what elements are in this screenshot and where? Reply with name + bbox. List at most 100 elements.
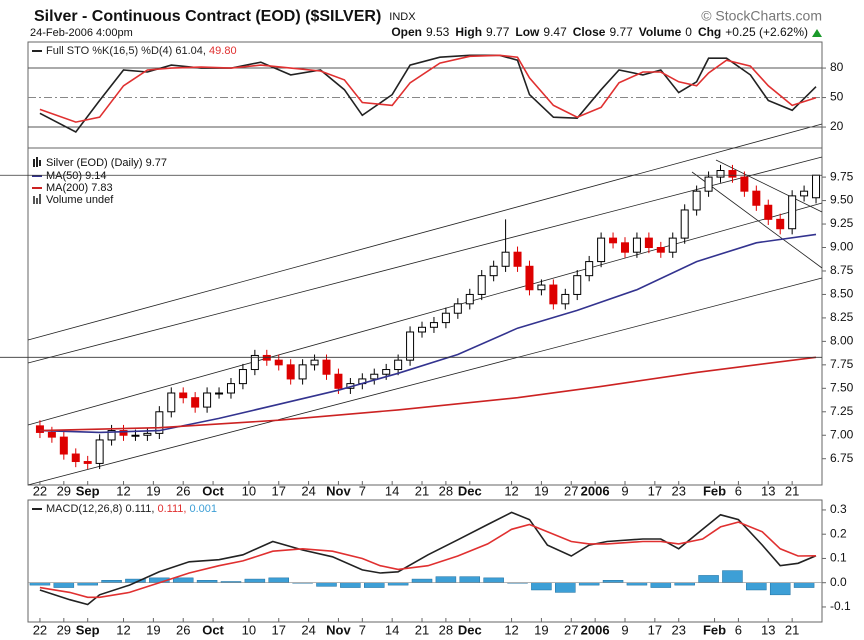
histogram-bar	[411, 578, 433, 583]
candle-body	[453, 303, 462, 314]
candle-body	[286, 364, 295, 380]
y-tick-label: 7.50	[830, 380, 854, 394]
y-tick-label: 20	[830, 119, 844, 133]
histogram-bar	[340, 582, 361, 588]
source: © StockCharts.com	[701, 8, 822, 24]
x-tick-label: 26	[176, 622, 190, 637]
candle-body	[119, 430, 128, 436]
candle-body	[143, 432, 152, 436]
date: 24-Feb-2006 4:00pm	[30, 27, 133, 39]
trend-line	[27, 123, 823, 341]
x-tick-label: 21	[785, 483, 799, 498]
candle-body	[35, 425, 44, 433]
legend-price: Silver (EOD) (Daily) 9.77	[46, 157, 167, 169]
quote-value: 0	[685, 25, 692, 39]
y-tick-label: 7.75	[830, 357, 854, 371]
histogram-bar	[674, 582, 695, 586]
y-tick-label: 7.00	[830, 427, 854, 441]
candle-body	[561, 293, 570, 305]
quote-value: 9.77	[609, 25, 633, 39]
y-tick-label: 8.25	[830, 310, 854, 324]
candle-body	[107, 430, 116, 441]
candle-body	[597, 237, 606, 263]
y-tick-label: 9.00	[830, 240, 854, 254]
candle-body	[298, 364, 307, 380]
legend-hist: 0.001	[190, 503, 218, 515]
histogram-bar	[698, 575, 719, 583]
macd-frame	[27, 499, 823, 623]
x-tick-label: 7	[359, 483, 366, 498]
x-tick-label: 19	[534, 483, 548, 498]
candle-body	[680, 209, 689, 239]
x-tick-label: 17	[272, 483, 286, 498]
histogram-bar	[435, 576, 457, 583]
candle-body	[334, 373, 343, 389]
candle-body	[203, 392, 212, 408]
histogram-bar	[602, 580, 624, 583]
legend-signal: 0.111,	[157, 503, 186, 515]
histogram-bar	[459, 576, 481, 583]
x-tick-label: 24	[301, 483, 315, 498]
quote-label: High	[455, 25, 482, 39]
quote-value: +0.25 (+2.62%)	[725, 25, 808, 39]
candle-body	[812, 174, 821, 199]
y-tick-label: 6.75	[830, 451, 854, 465]
sto-legend: Full STO %K(16,5) %D(4) 61.04, 49.80	[46, 45, 237, 57]
candle-body	[668, 237, 677, 253]
x-tick-label: Feb	[703, 622, 726, 637]
candle-body	[477, 275, 486, 295]
price-frame	[27, 147, 823, 486]
histogram-bar	[196, 580, 218, 583]
histogram-bar	[793, 582, 815, 588]
histogram-bar	[531, 582, 552, 591]
candle-body	[250, 354, 259, 371]
x-tick-label: Feb	[703, 483, 726, 498]
up-arrow	[812, 29, 822, 37]
quote-label: Open	[391, 25, 422, 39]
line	[39, 54, 817, 123]
candle-body	[644, 237, 653, 249]
candle-body	[131, 434, 140, 437]
legend-k: Full STO %K(16,5) %D(4) 61.04,	[46, 45, 206, 57]
legend-ma200: MA(200) 7.83	[46, 182, 113, 194]
x-tick-label: 19	[146, 483, 160, 498]
candle-body	[179, 392, 188, 399]
x-tick-label: 12	[116, 483, 130, 498]
candle-body	[740, 176, 749, 192]
candle-body	[752, 190, 761, 206]
x-tick-label: 28	[439, 483, 453, 498]
candle-body	[322, 359, 331, 375]
candle-body	[155, 411, 164, 434]
x-tick-label: 29	[57, 622, 71, 637]
legend-swatch	[33, 194, 41, 204]
candle-body	[441, 312, 450, 324]
line	[39, 521, 817, 599]
trend-lines	[27, 123, 823, 486]
histogram-bar	[364, 582, 385, 588]
x-tick-label: 17	[272, 622, 286, 637]
candle-body	[47, 431, 56, 438]
candle-body	[465, 293, 474, 305]
candle-body	[71, 453, 80, 463]
histogram-bar	[650, 582, 672, 588]
quote-value: 9.47	[543, 25, 567, 39]
candle-body	[382, 369, 391, 375]
candle-body	[728, 170, 737, 178]
legend-volume: Volume undef	[46, 194, 114, 206]
x-tick-label: Oct	[202, 483, 224, 498]
x-tick-label: Oct	[202, 622, 224, 637]
candle-body	[406, 331, 415, 361]
chart-title: Silver - Continuous Contract (EOD) ($SIL…	[34, 8, 416, 25]
x-tick-label: 12	[504, 483, 518, 498]
candle-body	[226, 383, 235, 394]
candle-body	[489, 265, 498, 277]
candle-body	[274, 359, 283, 366]
histogram-bar	[483, 577, 504, 583]
candle-body	[215, 392, 224, 395]
trend-line	[715, 159, 823, 213]
candle-body	[83, 461, 92, 464]
candle-body	[800, 190, 809, 197]
candle-body	[95, 439, 104, 464]
